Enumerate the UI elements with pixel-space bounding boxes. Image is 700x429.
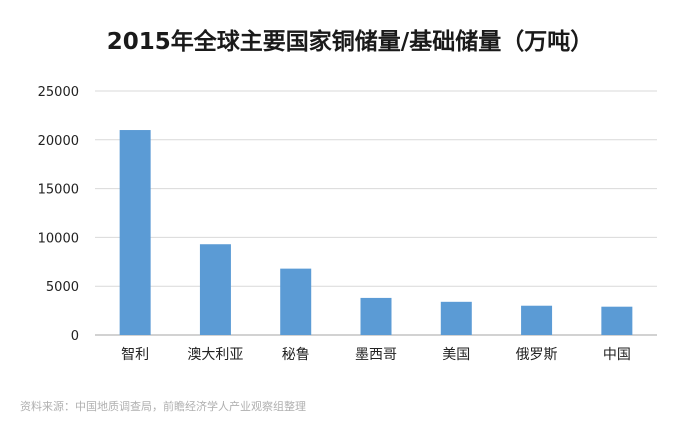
bar	[280, 268, 312, 335]
chart-title: 2015年全球主要国家铜储量/基础储量（万吨）	[106, 29, 594, 55]
x-tick-label: 美国	[442, 347, 470, 363]
x-axis-labels: 智利 澳大利亚 秘鲁 墨西哥 美国 俄罗斯 中国	[121, 347, 631, 363]
y-tick-label: 10000	[38, 231, 79, 246]
gridlines	[95, 90, 657, 336]
y-tick-label: 25000	[38, 85, 79, 100]
y-tick-label: 15000	[38, 183, 79, 198]
x-tick-label: 俄罗斯	[516, 347, 558, 363]
y-tick-label: 20000	[38, 134, 79, 149]
bar	[601, 306, 633, 335]
bar	[360, 297, 392, 335]
y-tick-label: 0	[71, 329, 79, 344]
y-tick-label: 5000	[46, 280, 79, 295]
source-note: 资料来源：中国地质调查局，前瞻经济学人产业观察组整理	[20, 400, 306, 413]
bars	[119, 130, 633, 335]
x-tick-label: 墨西哥	[355, 347, 397, 363]
y-axis-ticks: 0 5000 10000 15000 20000 25000	[38, 85, 79, 344]
bar	[521, 305, 553, 335]
x-tick-label: 澳大利亚	[187, 347, 243, 363]
bar	[440, 301, 472, 335]
bar	[199, 244, 231, 335]
x-tick-label: 秘鲁	[282, 347, 310, 363]
bar	[119, 130, 151, 335]
x-tick-label: 中国	[603, 347, 631, 363]
x-tick-label: 智利	[121, 347, 149, 363]
